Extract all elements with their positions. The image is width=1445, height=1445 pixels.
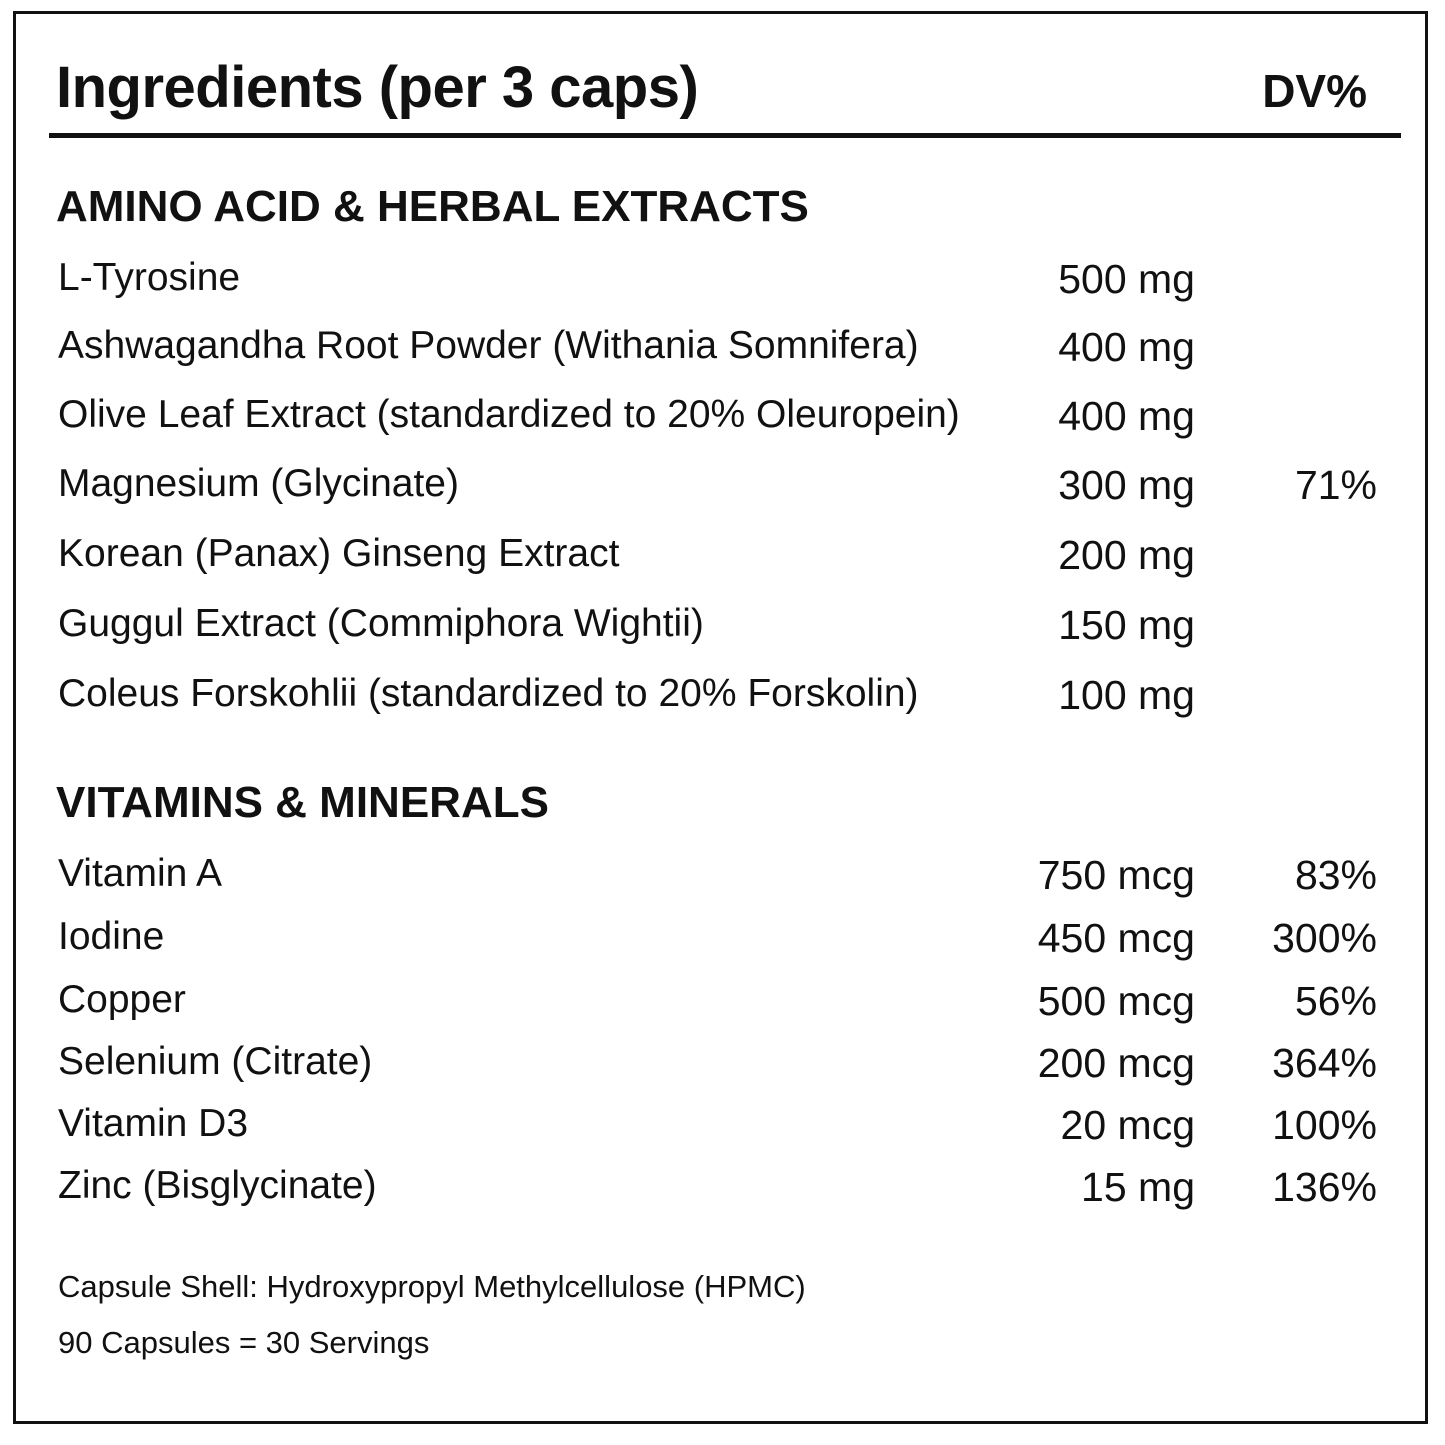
ingredient-row: L-Tyrosine 500 mg: [16, 256, 1425, 316]
ingredient-dv: 136%: [1272, 1164, 1377, 1210]
panel-header: Ingredients (per 3 caps) DV%: [16, 14, 1425, 144]
servings-note: 90 Capsules = 30 Servings: [58, 1325, 430, 1360]
ingredient-name: Olive Leaf Extract (standardized to 20% …: [58, 393, 960, 436]
section-heading-amino-herbal: AMINO ACID & HERBAL EXTRACTS: [56, 182, 809, 231]
ingredient-name: Ashwagandha Root Powder (Withania Somnif…: [58, 324, 919, 367]
ingredient-amount: 20 mcg: [1060, 1102, 1195, 1148]
ingredient-name: Guggul Extract (Commiphora Wightii): [58, 602, 704, 645]
ingredient-row: Zinc (Bisglycinate) 15 mg 136%: [16, 1164, 1425, 1224]
ingredient-name: Selenium (Citrate): [58, 1040, 373, 1083]
capsule-shell-note: Capsule Shell: Hydroxypropyl Methylcellu…: [58, 1269, 806, 1304]
ingredient-amount: 400 mg: [1058, 393, 1195, 439]
ingredient-row: Selenium (Citrate) 200 mcg 364%: [16, 1040, 1425, 1100]
ingredient-row: Magnesium (Glycinate) 300 mg 71%: [16, 462, 1425, 522]
ingredient-name: Vitamin A: [58, 852, 223, 895]
ingredient-amount: 450 mcg: [1037, 915, 1195, 961]
ingredient-dv: 83%: [1294, 852, 1377, 898]
ingredient-row: Copper 500 mcg 56%: [16, 978, 1425, 1038]
ingredient-name: Vitamin D3: [58, 1102, 249, 1145]
ingredient-amount: 200 mcg: [1037, 1040, 1195, 1086]
ingredient-amount: 100 mg: [1058, 672, 1195, 718]
ingredient-name: Iodine: [58, 915, 165, 958]
ingredient-row: Guggul Extract (Commiphora Wightii) 150 …: [16, 602, 1425, 662]
ingredient-name: Magnesium (Glycinate): [58, 462, 459, 505]
ingredient-dv: 56%: [1294, 978, 1377, 1024]
panel-title: Ingredients (per 3 caps): [56, 55, 699, 120]
ingredient-row: Vitamin A 750 mcg 83%: [16, 852, 1425, 912]
ingredient-row: Ashwagandha Root Powder (Withania Somnif…: [16, 324, 1425, 384]
ingredient-amount: 15 mg: [1081, 1164, 1195, 1210]
ingredient-amount: 500 mg: [1058, 256, 1195, 302]
ingredient-amount: 300 mg: [1058, 462, 1195, 508]
ingredient-row: Vitamin D3 20 mcg 100%: [16, 1102, 1425, 1162]
ingredient-amount: 750 mcg: [1037, 852, 1195, 898]
ingredient-amount: 400 mg: [1058, 324, 1195, 370]
ingredient-name: Copper: [58, 978, 186, 1021]
ingredient-name: Coleus Forskohlii (standardized to 20% F…: [58, 672, 919, 715]
ingredient-name: Korean (Panax) Ginseng Extract: [58, 532, 620, 575]
supplement-facts-panel: Ingredients (per 3 caps) DV% AMINO ACID …: [13, 11, 1428, 1424]
ingredient-row: Iodine 450 mcg 300%: [16, 915, 1425, 975]
ingredient-dv: 300%: [1272, 915, 1377, 961]
ingredient-dv: 100%: [1272, 1102, 1377, 1148]
ingredient-name: Zinc (Bisglycinate): [58, 1164, 377, 1207]
ingredient-name: L-Tyrosine: [58, 256, 241, 299]
ingredient-amount: 150 mg: [1058, 602, 1195, 648]
ingredient-dv: 364%: [1272, 1040, 1377, 1086]
section-heading-vitamins-minerals: VITAMINS & MINERALS: [56, 778, 549, 827]
header-divider: [49, 133, 1401, 138]
ingredient-row: Korean (Panax) Ginseng Extract 200 mg: [16, 532, 1425, 592]
dv-column-header: DV%: [1262, 65, 1367, 117]
ingredient-row: Coleus Forskohlii (standardized to 20% F…: [16, 672, 1425, 732]
ingredient-row: Olive Leaf Extract (standardized to 20% …: [16, 393, 1425, 453]
ingredient-dv: 71%: [1294, 462, 1377, 508]
ingredient-amount: 500 mcg: [1037, 978, 1195, 1024]
ingredient-amount: 200 mg: [1058, 532, 1195, 578]
